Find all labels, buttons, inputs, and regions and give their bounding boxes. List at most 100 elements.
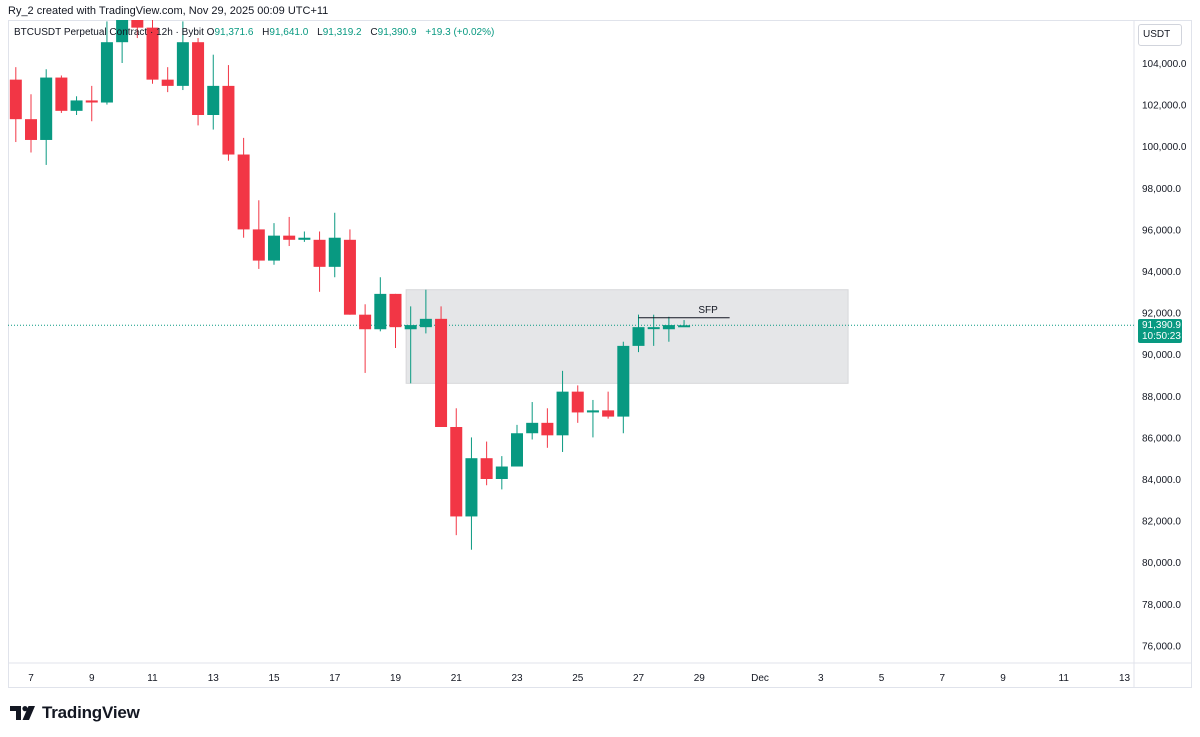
candle-body[interactable] [389, 293, 402, 328]
y-tick-label: 102,000.0 [1142, 101, 1187, 112]
candle-body[interactable] [602, 410, 615, 417]
chart-credit: Ry_2 created with TradingView.com, Nov 2… [8, 5, 329, 17]
candle-body[interactable] [85, 100, 98, 103]
y-tick-label: 88,000.0 [1142, 392, 1181, 403]
candle-body[interactable] [526, 422, 539, 434]
symbol-label[interactable]: BTCUSDT Perpetual Contract · 12h · Bybit [14, 27, 204, 38]
y-tick-label: 100,000.0 [1142, 142, 1187, 153]
candle-body[interactable] [450, 427, 463, 517]
candle-body[interactable] [617, 345, 630, 417]
y-tick-label: 78,000.0 [1142, 600, 1181, 611]
x-tick-label: 17 [329, 673, 341, 684]
bar-countdown: 10:50:23 [1142, 331, 1181, 342]
candle-body[interactable] [374, 293, 387, 330]
sfp-label: SFP [698, 305, 718, 316]
y-tick-label: 86,000.0 [1142, 433, 1181, 444]
y-tick-label: 76,000.0 [1142, 641, 1181, 652]
candle-body[interactable] [435, 318, 448, 427]
candle-body[interactable] [359, 314, 372, 330]
y-tick-label: 104,000.0 [1142, 59, 1187, 70]
candle-body[interactable] [25, 119, 37, 140]
candle-body[interactable] [100, 42, 113, 103]
y-tick-label: 96,000.0 [1142, 225, 1181, 236]
candle-body[interactable] [571, 391, 584, 413]
candle-body[interactable] [404, 325, 417, 330]
low-key: L [317, 27, 323, 38]
candle-body[interactable] [511, 433, 523, 467]
close-key: C [370, 27, 378, 38]
x-tick-label: 13 [208, 673, 220, 684]
y-tick-label: 82,000.0 [1142, 517, 1181, 528]
candle-body[interactable] [222, 85, 235, 155]
x-tick-label: 11 [1059, 673, 1070, 684]
tradingview-wordmark: TradingView [42, 703, 140, 722]
candle-body[interactable] [465, 458, 478, 517]
tradingview-branding[interactable]: TradingView [10, 703, 140, 723]
y-tick-label: 92,000.0 [1142, 309, 1181, 320]
open-value: 91,371.6 [214, 27, 254, 38]
candle-body[interactable] [556, 391, 569, 436]
x-tick-label: 5 [879, 673, 885, 684]
candle-body[interactable] [328, 237, 341, 267]
candle-body[interactable] [237, 154, 250, 230]
x-tick-label: 25 [572, 673, 584, 684]
candle-body[interactable] [40, 77, 53, 140]
x-tick-label: 21 [451, 673, 463, 684]
candle-body[interactable] [662, 325, 675, 330]
close-value: 91,390.9 [377, 27, 417, 38]
last-price-tag: 91,390.9 10:50:23 [1138, 319, 1182, 343]
candle-body[interactable] [541, 422, 554, 436]
y-tick-label: 80,000.0 [1142, 558, 1181, 569]
open-key: O [206, 27, 215, 38]
tradingview-logo-icon [10, 706, 35, 720]
candle-body[interactable] [283, 235, 296, 240]
candle-body[interactable] [252, 229, 265, 261]
x-tick-label: 9 [1000, 673, 1006, 684]
candle-body[interactable] [176, 42, 189, 86]
candle-body[interactable] [116, 15, 129, 43]
candle-body[interactable] [495, 466, 508, 479]
candle-body[interactable] [586, 410, 599, 413]
x-tick-label: 7 [28, 673, 34, 684]
candle-body[interactable] [313, 239, 326, 267]
high-key: H [262, 27, 270, 38]
x-tick-label: 29 [694, 673, 706, 684]
candle-body[interactable] [146, 27, 159, 80]
low-value: 91,319.2 [322, 27, 362, 38]
x-tick-label: 23 [511, 673, 523, 684]
ohlc-legend: BTCUSDT Perpetual Contract · 12h · Bybit… [14, 27, 494, 38]
high-value: 91,641.0 [269, 27, 309, 38]
candle-body[interactable] [131, 15, 144, 28]
candle-body[interactable] [480, 458, 493, 479]
currency-button[interactable]: USDT [1138, 24, 1182, 46]
candle-body[interactable] [9, 79, 22, 120]
candle-body[interactable] [298, 237, 311, 240]
x-tick-label: 3 [818, 673, 824, 684]
x-tick-label: 27 [633, 673, 645, 684]
candle-body[interactable] [55, 77, 68, 111]
x-tick-label: 15 [268, 673, 280, 684]
candle-body[interactable] [192, 42, 205, 116]
x-tick-label: 13 [1119, 673, 1131, 684]
candle-body[interactable] [632, 327, 645, 346]
candle-body[interactable] [70, 100, 83, 111]
x-tick-label: 9 [89, 673, 95, 684]
candle-body[interactable] [207, 85, 220, 115]
candle-body[interactable] [419, 318, 432, 328]
candle-body[interactable] [343, 239, 356, 315]
x-tick-label: 11 [147, 673, 158, 684]
chart-frame [8, 20, 1192, 688]
candle-body[interactable] [268, 235, 280, 261]
y-tick-label: 94,000.0 [1142, 267, 1181, 278]
candle-body[interactable] [161, 79, 174, 86]
y-tick-label: 90,000.0 [1142, 350, 1181, 361]
change-value: +19.3 (+0.02%) [425, 27, 495, 38]
candle-body[interactable] [678, 325, 691, 328]
x-tick-label: 19 [390, 673, 402, 684]
x-tick-label: Dec [751, 673, 769, 684]
x-tick-label: 7 [939, 673, 945, 684]
last-price-value: 91,390.9 [1142, 320, 1181, 331]
candle-body[interactable] [647, 327, 660, 330]
y-tick-label: 84,000.0 [1142, 475, 1181, 486]
